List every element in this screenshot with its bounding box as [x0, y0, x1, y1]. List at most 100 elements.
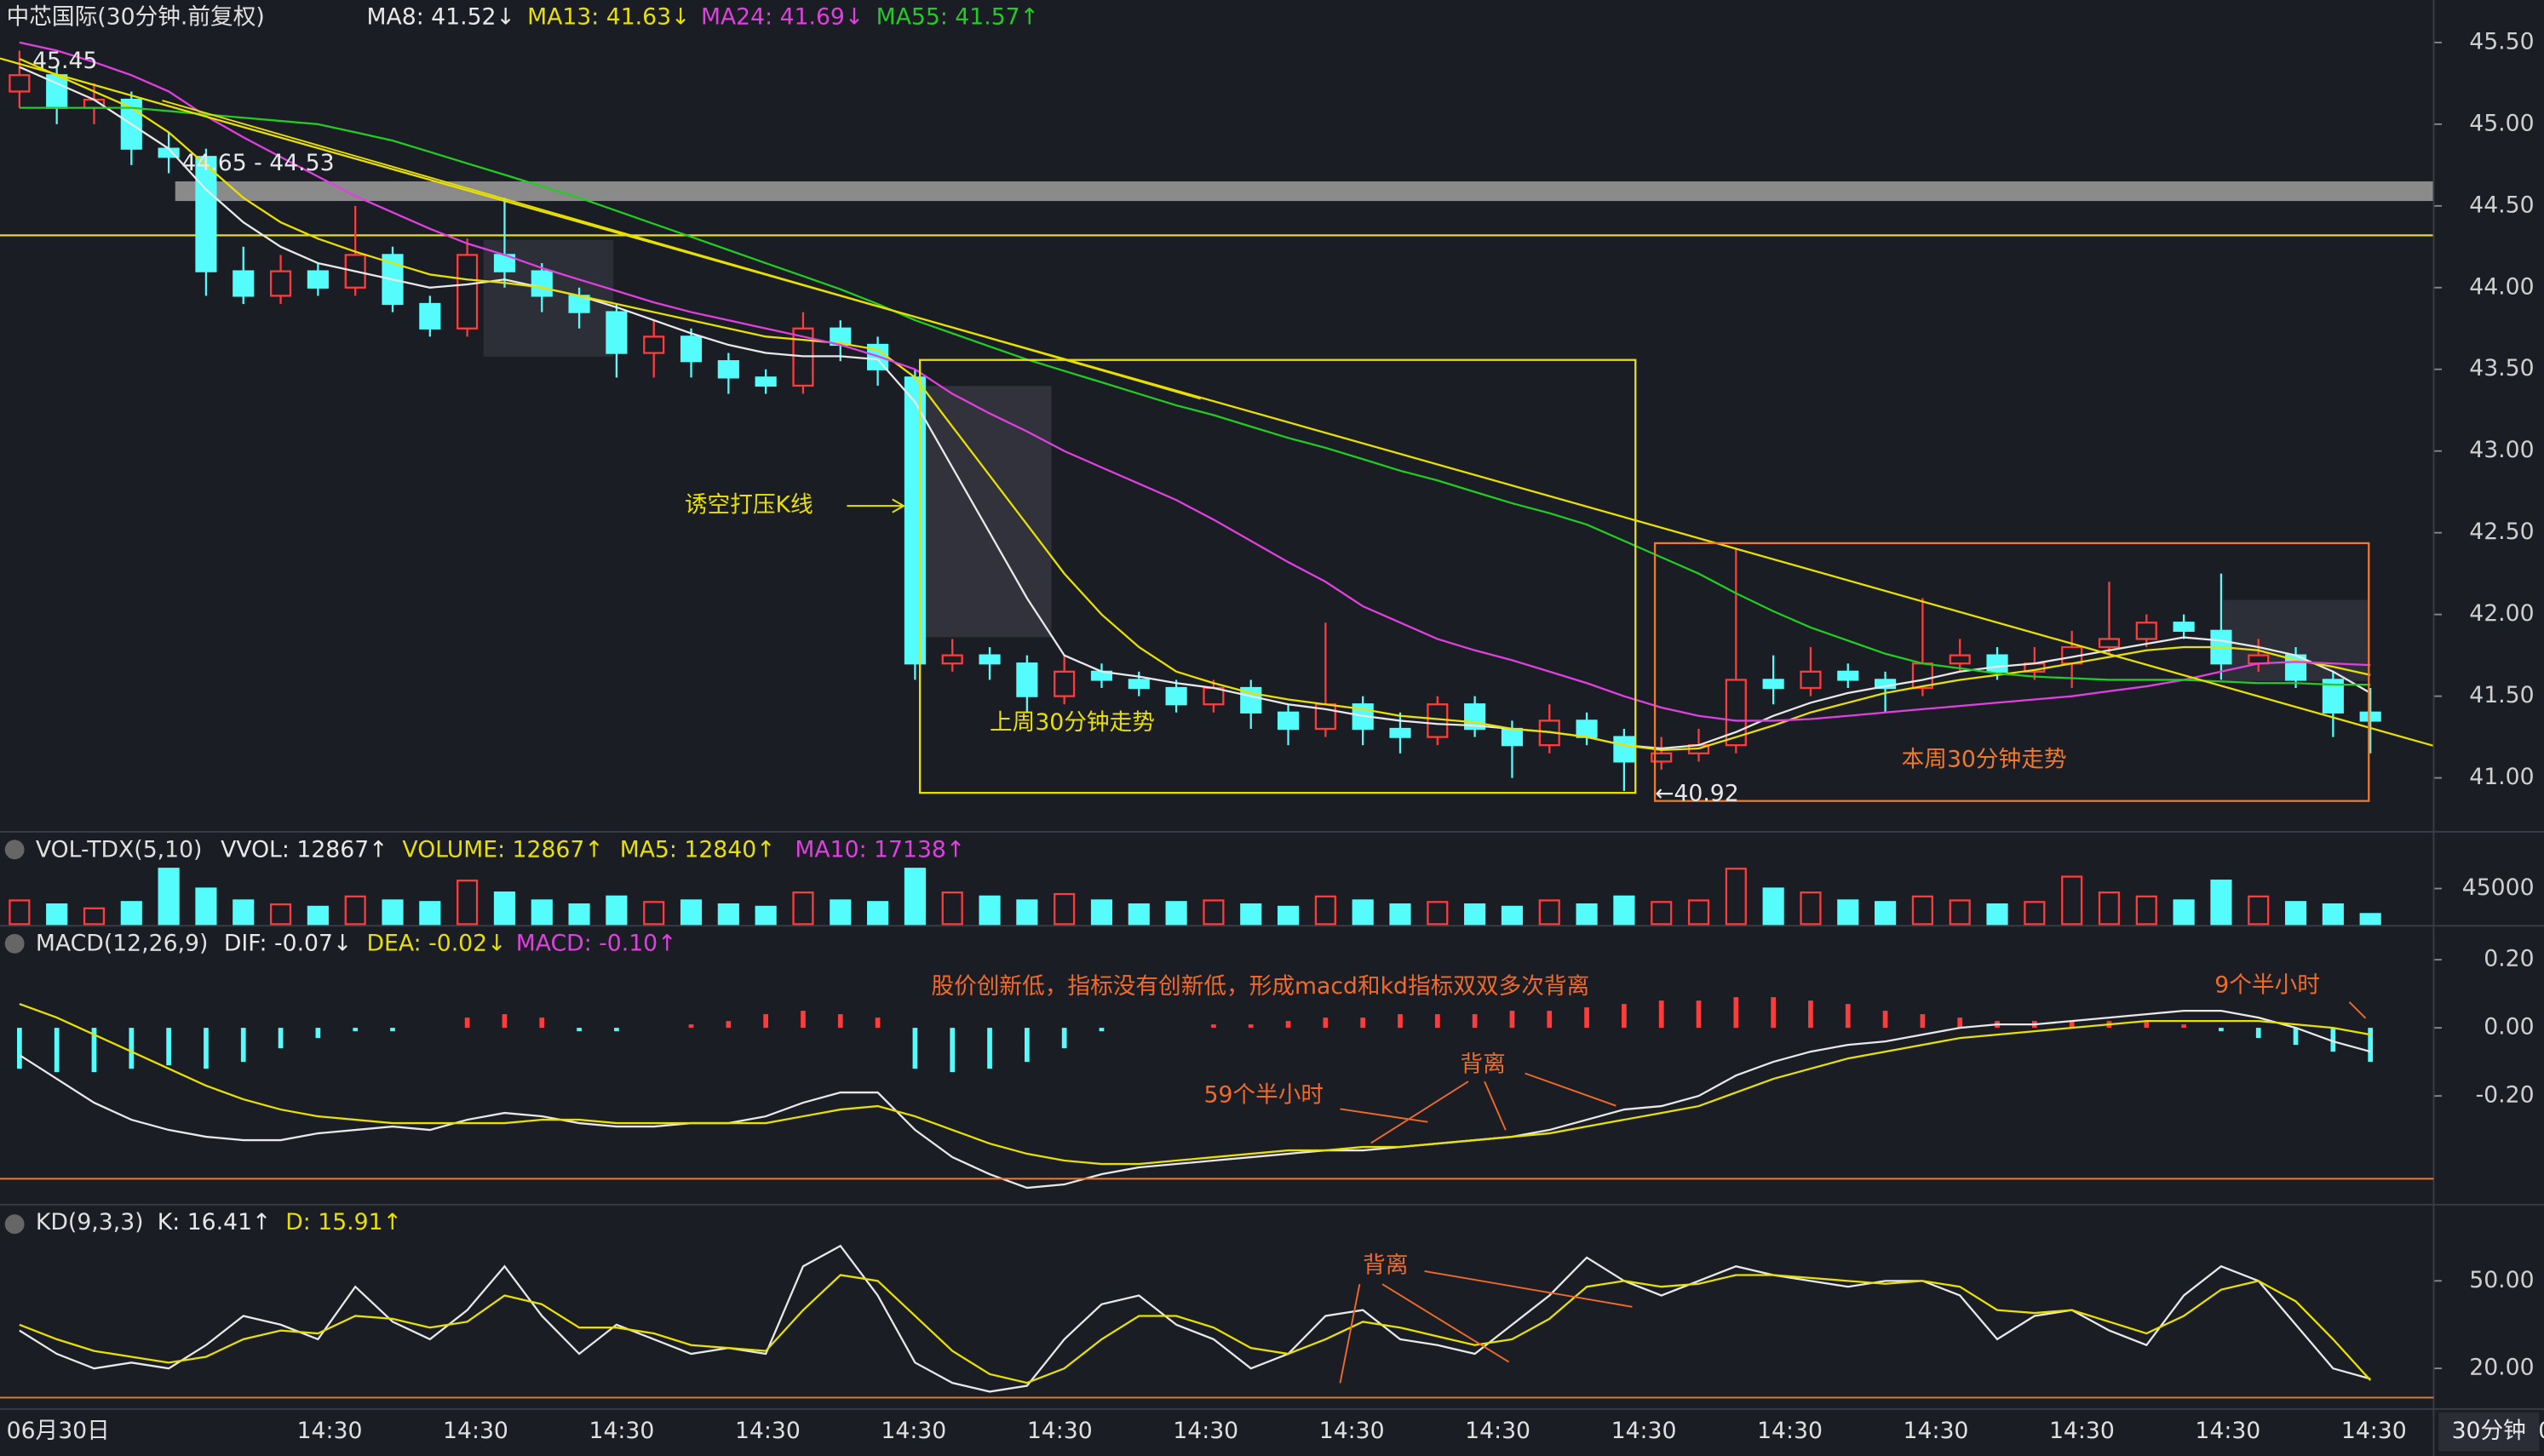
candle-body	[1725, 679, 1747, 747]
volume-bar	[120, 901, 142, 926]
indicator-line	[19, 41, 2371, 722]
candle-body	[1800, 670, 1822, 690]
volume-bar	[1427, 901, 1449, 926]
legend-label: DIF: -0.07↓	[224, 931, 352, 957]
candle-body	[1277, 711, 1300, 731]
volume-bar	[1687, 899, 1710, 926]
candle-body	[1576, 719, 1598, 738]
y-tick-label: 43.00	[2469, 437, 2534, 463]
candle-body	[2098, 638, 2121, 649]
candle-body	[643, 335, 665, 354]
panel-icon	[4, 1214, 25, 1235]
trend-line	[162, 100, 1201, 400]
x-tick-label: 14:30	[1611, 1418, 1677, 1444]
period-box	[2438, 1412, 2540, 1452]
legend-label: K: 16.41↑	[158, 1209, 272, 1235]
candle-body	[457, 254, 479, 330]
shade	[918, 386, 1052, 638]
legend-label: MA8: 41.52↓	[367, 3, 515, 30]
arrow	[1484, 1081, 1507, 1131]
volume-bar	[904, 868, 926, 926]
x-tick-label: 14:30	[443, 1418, 508, 1444]
y-tick-label: 42.50	[2469, 519, 2534, 545]
candle-body	[904, 376, 926, 665]
volume-bar	[755, 905, 777, 926]
legend-label: VOLUME: 12867↑	[402, 836, 603, 863]
volume-bar	[2061, 875, 2083, 926]
volume-bar	[1352, 899, 1374, 926]
volume-bar	[1837, 899, 1859, 926]
annotation: 诱空打压K线	[685, 492, 813, 519]
panel-title: KD(9,3,3)	[36, 1209, 144, 1235]
legend-label: MA13: 41.63↓	[527, 3, 690, 30]
candle-body	[979, 654, 1001, 665]
legend-label: MA55: 41.57↑	[876, 3, 1039, 30]
min-label: ←40.92	[1655, 781, 1739, 807]
volume-bar	[2173, 899, 2195, 926]
candle-body	[1165, 686, 1187, 706]
arrow	[1370, 1081, 1469, 1144]
trend-line	[0, 57, 2434, 748]
volume-bar	[1538, 899, 1560, 926]
candle-body	[1128, 679, 1150, 690]
legend-label: MA10: 17138↑	[795, 836, 965, 863]
indicator-line	[19, 1274, 2372, 1384]
volume-bar	[1651, 901, 1673, 926]
y-tick-label: 43.50	[2469, 355, 2534, 381]
y-tick-label: 45000	[2462, 874, 2535, 901]
candle-body	[1501, 727, 1524, 747]
volume-bar	[419, 901, 441, 926]
candle-body	[1949, 654, 1971, 665]
volume-bar	[195, 887, 217, 926]
indicator-line	[19, 1244, 2371, 1393]
y-tick-label: 0.20	[2484, 946, 2534, 972]
candle-body	[531, 270, 553, 297]
volume-bar	[493, 891, 516, 926]
volume-bar	[792, 891, 814, 926]
volume-bar	[1090, 899, 1113, 926]
x-tick-label: 14:30	[589, 1418, 655, 1444]
arrow	[1381, 1283, 1510, 1363]
x-tick-label: 14:30	[2195, 1418, 2260, 1444]
volume-bar	[2098, 891, 2121, 926]
x-tick-label: 14:30	[881, 1418, 946, 1444]
volume-bar	[867, 901, 889, 926]
indicator-line	[19, 1003, 2371, 1166]
y-tick-label: 20.00	[2469, 1355, 2534, 1381]
volume-bar	[344, 895, 366, 926]
annotation: 背离	[1363, 1253, 1408, 1279]
x-tick-label: 14:30	[1465, 1418, 1530, 1444]
candle-body	[755, 376, 777, 387]
candle-body	[1427, 703, 1449, 738]
annotation: 59个半小时	[1203, 1082, 1324, 1109]
box-this-week	[1653, 542, 2370, 802]
x-tick-label: 14:30	[1757, 1418, 1823, 1444]
panel-title: VOL-TDX(5,10)	[36, 836, 203, 863]
candle-body	[269, 270, 292, 297]
candle-body	[9, 74, 31, 93]
volume-bar	[2284, 901, 2307, 926]
candle-body	[1651, 752, 1673, 763]
y-tick-label: 45.50	[2469, 28, 2534, 54]
volume-bar	[9, 899, 31, 926]
panel-icon	[4, 840, 25, 860]
volume-bar	[2210, 880, 2232, 926]
arrow	[1424, 1270, 1633, 1308]
volume-bar	[1277, 905, 1300, 926]
volume-bar	[2322, 903, 2344, 926]
annotation: 9个半小时	[2214, 972, 2320, 998]
candle-body	[233, 270, 255, 297]
volume-bar	[717, 903, 739, 926]
volume-bar	[606, 895, 628, 926]
legend-label: D: 15.91↑	[285, 1209, 402, 1235]
marks: 中芯国际(30分钟.前复权) MA8: 41.52↓ MA13: 41.63↓ MA2…	[0, 3, 2544, 1444]
legend-label: MA24: 41.69↓	[701, 3, 864, 30]
annotation: 本周30分钟走势	[1902, 747, 2067, 773]
x-tick-label: 14:30	[1027, 1418, 1093, 1444]
candle-body	[606, 311, 628, 354]
arrow	[2348, 1001, 2367, 1019]
volume-bar	[2024, 901, 2046, 926]
candle-body	[2135, 622, 2157, 640]
